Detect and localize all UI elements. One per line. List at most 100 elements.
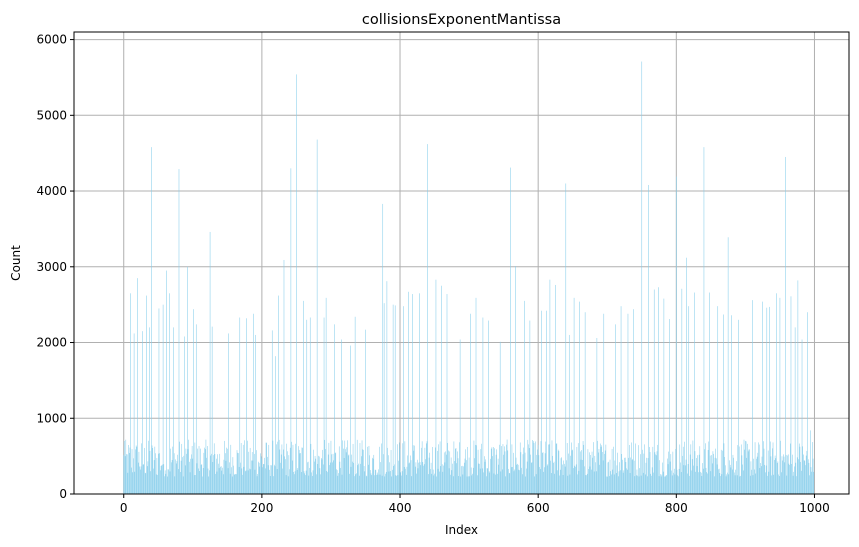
bar xyxy=(422,462,424,494)
bar xyxy=(776,293,777,494)
bar xyxy=(530,462,532,494)
bar xyxy=(288,455,290,494)
bar xyxy=(207,446,208,494)
bar xyxy=(442,471,444,494)
bar xyxy=(698,472,699,494)
bar xyxy=(367,464,369,494)
bar xyxy=(763,448,765,494)
bar xyxy=(214,454,216,494)
bar xyxy=(183,455,185,494)
bar xyxy=(185,448,187,494)
bar xyxy=(332,462,333,494)
bar xyxy=(129,447,131,494)
bar xyxy=(700,471,701,494)
bar xyxy=(756,456,758,494)
bar xyxy=(578,470,580,494)
bar xyxy=(355,474,357,494)
bar xyxy=(274,466,276,494)
bar xyxy=(151,147,152,494)
bar xyxy=(294,471,296,494)
bar xyxy=(307,461,309,494)
bar xyxy=(723,314,724,494)
bar xyxy=(508,472,510,494)
bar xyxy=(711,455,712,494)
bar xyxy=(176,461,178,494)
bar xyxy=(407,455,408,494)
bar xyxy=(396,444,398,494)
bar xyxy=(182,476,184,494)
bar xyxy=(425,459,426,494)
bar xyxy=(463,466,464,494)
bar xyxy=(359,475,360,494)
bar xyxy=(501,446,502,494)
bar xyxy=(794,327,796,494)
bar xyxy=(795,462,797,494)
bar xyxy=(674,474,676,494)
bar xyxy=(441,285,442,494)
bar xyxy=(640,475,642,494)
y-tick-label: 0 xyxy=(59,487,67,501)
bar xyxy=(133,458,134,494)
bar xyxy=(357,465,359,494)
chart-title: collisionsExponentMantissa xyxy=(362,12,561,28)
bar xyxy=(262,467,263,494)
bar xyxy=(496,449,497,494)
bar xyxy=(720,476,721,494)
x-tick-label: 400 xyxy=(389,501,412,515)
bar xyxy=(450,457,452,494)
bar xyxy=(244,440,245,494)
bar xyxy=(577,474,578,494)
bar xyxy=(250,469,252,494)
bar xyxy=(635,443,636,494)
bar xyxy=(338,473,339,494)
bar xyxy=(663,298,665,494)
bar xyxy=(787,455,788,494)
bar xyxy=(446,454,447,494)
bar xyxy=(796,476,797,494)
bar xyxy=(191,445,193,494)
bar xyxy=(443,465,444,494)
bar xyxy=(351,454,352,494)
bar xyxy=(545,441,547,494)
bar xyxy=(655,454,656,494)
bar xyxy=(806,450,808,494)
bar xyxy=(467,446,468,494)
bar xyxy=(468,476,469,494)
bar xyxy=(354,476,355,494)
bar xyxy=(468,457,470,494)
bar xyxy=(760,463,761,494)
bar xyxy=(566,460,567,494)
x-tick-label: 200 xyxy=(250,501,273,515)
bar xyxy=(428,457,430,494)
bar xyxy=(321,459,323,494)
bar xyxy=(643,453,645,494)
bar xyxy=(138,451,140,494)
bar xyxy=(804,460,806,494)
bar xyxy=(637,475,638,494)
bar xyxy=(430,462,432,494)
bar xyxy=(211,453,212,494)
bar xyxy=(182,457,183,494)
bar xyxy=(622,472,624,494)
bar xyxy=(644,474,646,494)
bar xyxy=(352,443,354,494)
bar xyxy=(749,449,750,494)
bar xyxy=(511,444,513,494)
bar xyxy=(421,441,423,494)
bar xyxy=(409,462,410,494)
bar xyxy=(514,469,515,494)
bar xyxy=(600,446,602,494)
bar xyxy=(125,439,127,494)
bar xyxy=(187,449,189,494)
bar xyxy=(495,454,497,494)
bar xyxy=(593,471,595,494)
bar xyxy=(715,448,716,494)
bar xyxy=(705,443,706,494)
bar xyxy=(283,449,284,494)
bar xyxy=(372,457,373,494)
bar xyxy=(412,294,413,494)
bar xyxy=(131,467,132,494)
bar xyxy=(202,476,203,494)
bar xyxy=(746,457,748,494)
